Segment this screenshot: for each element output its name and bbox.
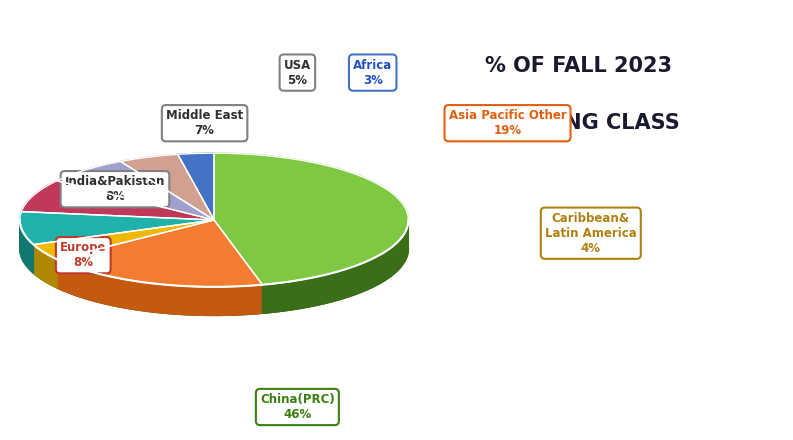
Polygon shape <box>57 220 262 287</box>
Text: INCOMING CLASS: INCOMING CLASS <box>478 113 680 133</box>
Text: China(PRC)
46%: China(PRC) 46% <box>260 393 335 421</box>
Polygon shape <box>57 259 262 315</box>
Text: Africa
3%: Africa 3% <box>353 59 393 87</box>
Polygon shape <box>33 245 57 288</box>
Polygon shape <box>121 154 214 220</box>
Polygon shape <box>33 220 214 259</box>
Polygon shape <box>262 217 408 313</box>
Text: Europe
8%: Europe 8% <box>60 241 106 269</box>
Text: USA
5%: USA 5% <box>284 59 311 87</box>
Text: India&Pakistan
8%: India&Pakistan 8% <box>65 175 165 203</box>
Polygon shape <box>178 153 214 220</box>
Polygon shape <box>214 153 408 285</box>
Polygon shape <box>57 161 214 220</box>
Text: % OF FALL 2023: % OF FALL 2023 <box>485 56 672 76</box>
Polygon shape <box>20 212 214 245</box>
Text: Middle East
7%: Middle East 7% <box>166 109 243 137</box>
Text: Asia Pacific Other
19%: Asia Pacific Other 19% <box>449 109 566 137</box>
Polygon shape <box>21 181 214 220</box>
Polygon shape <box>20 217 33 273</box>
Polygon shape <box>20 220 408 315</box>
Text: Caribbean&
Latin America
4%: Caribbean& Latin America 4% <box>545 212 637 255</box>
